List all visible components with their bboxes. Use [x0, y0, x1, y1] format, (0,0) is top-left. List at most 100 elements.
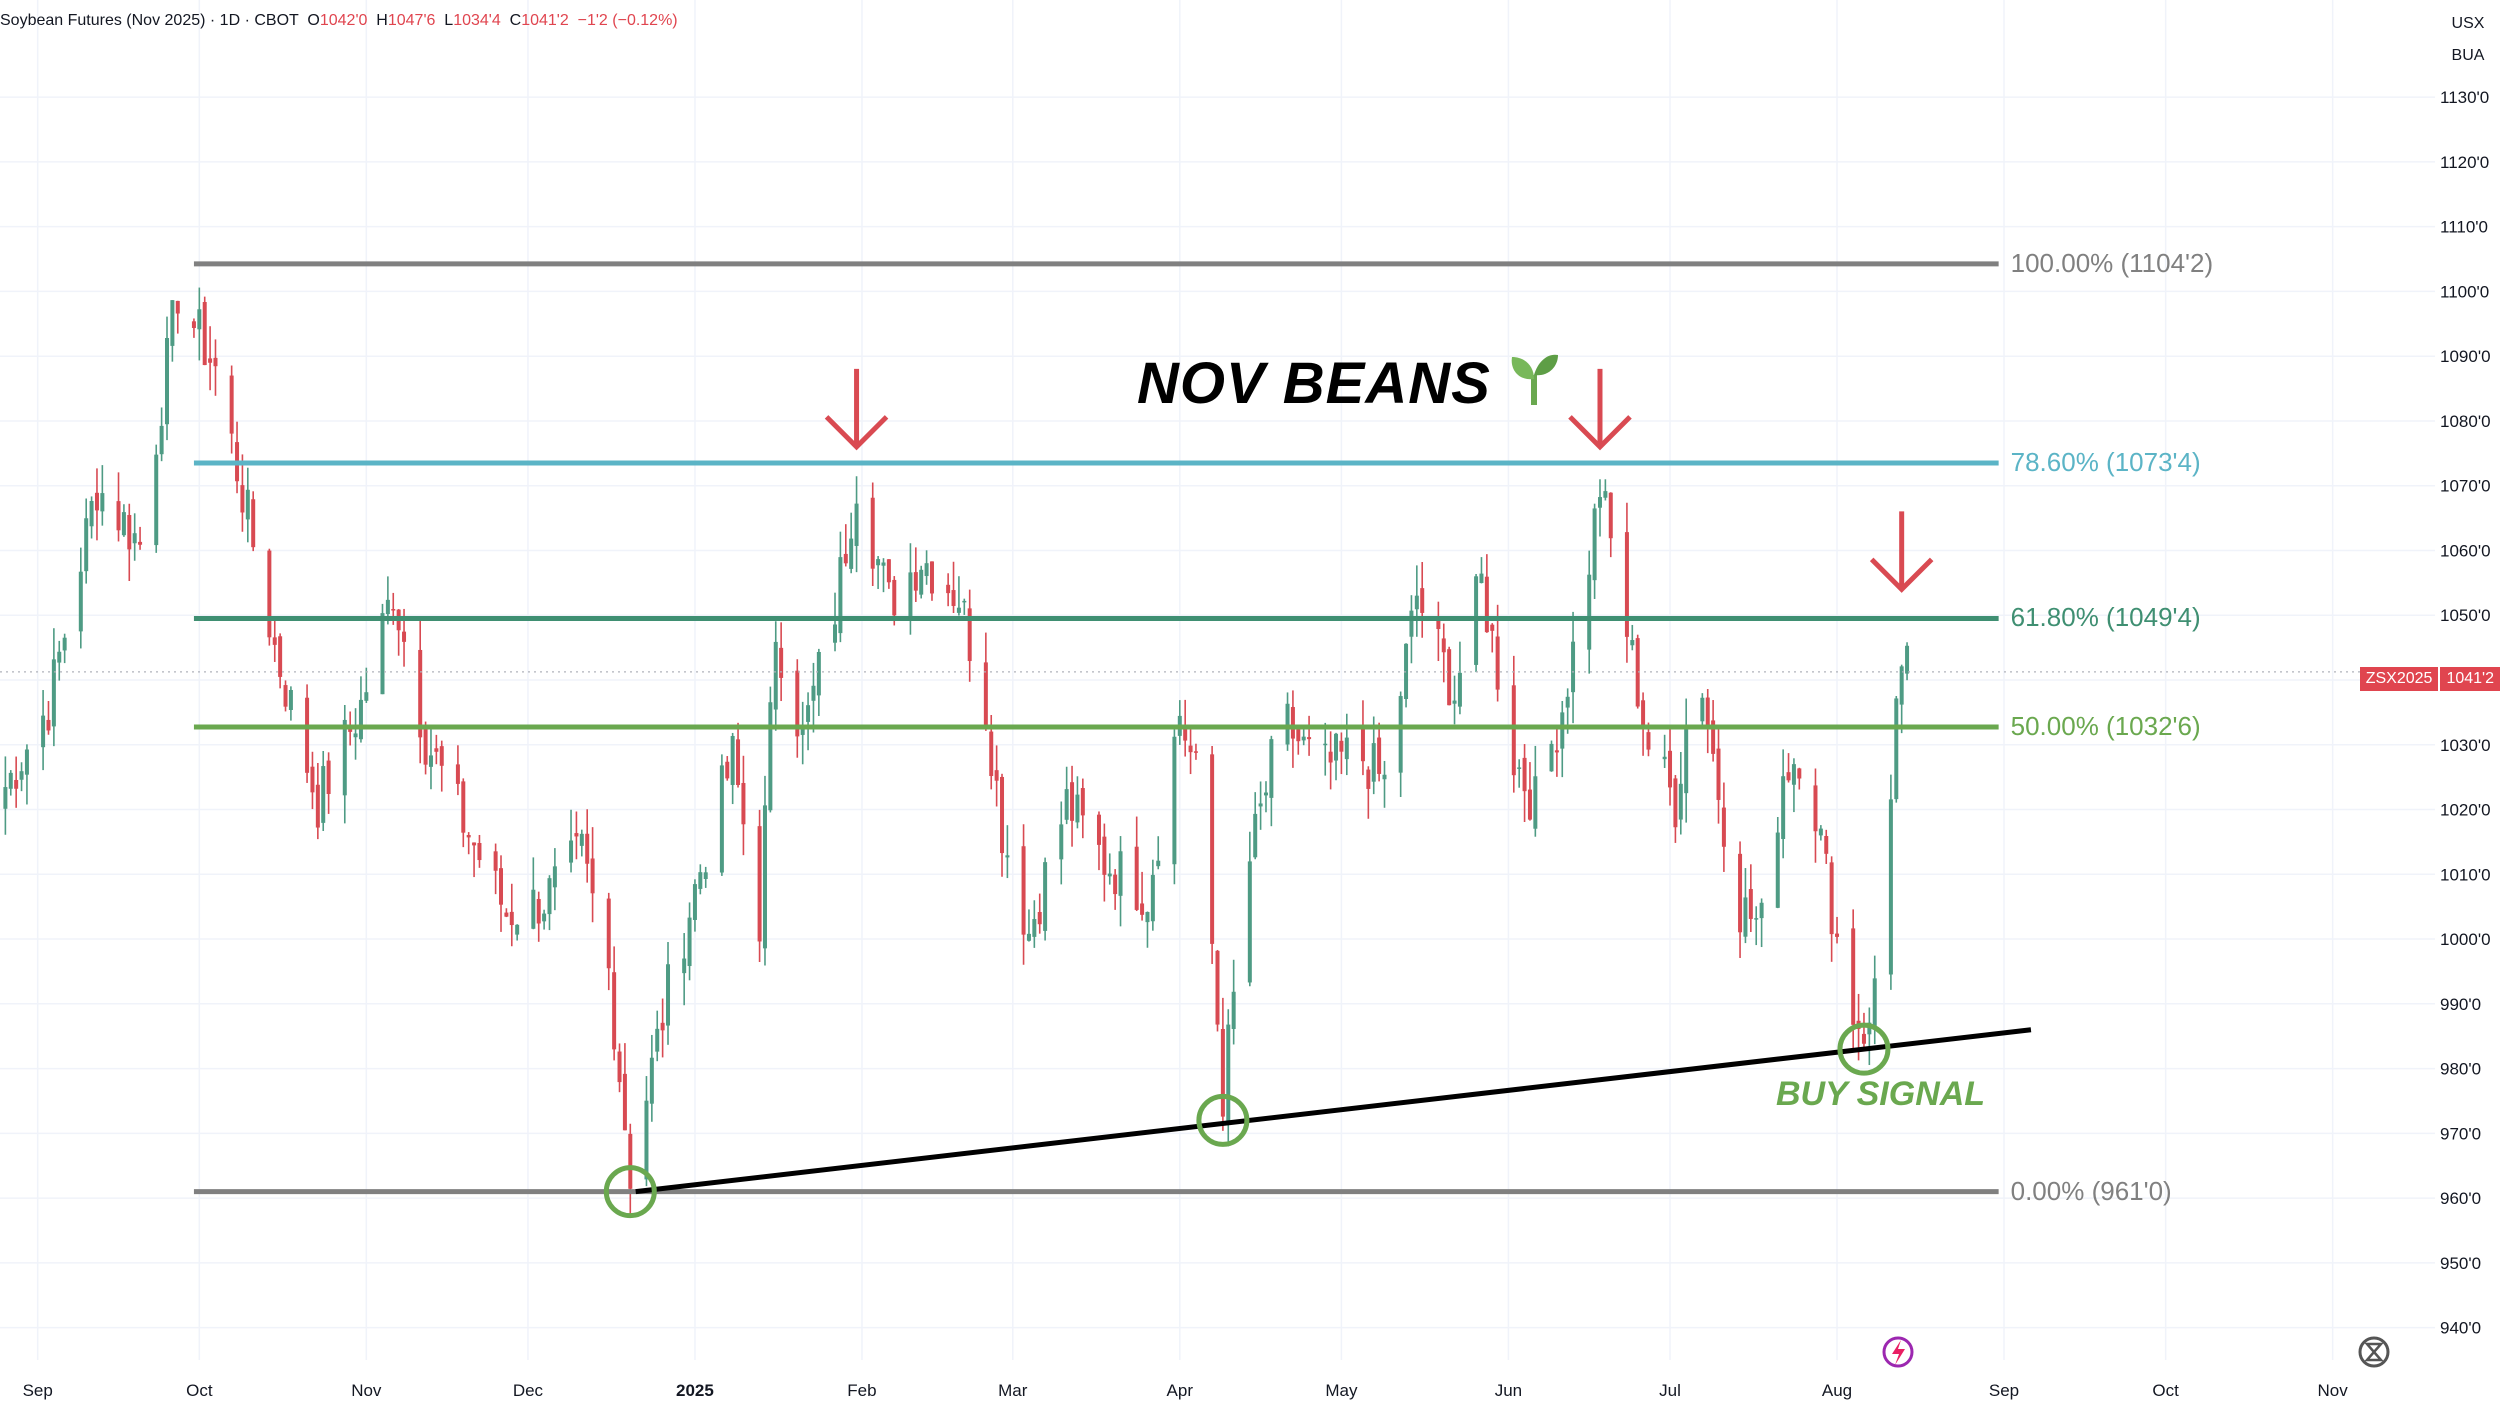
- time-axis: Sep Oct Nov Dec 2025 Feb Mar Apr May Jun Jul Aug Sep…: [23, 1381, 2349, 1400]
- candle-body: [838, 557, 843, 634]
- candle-body: [1193, 751, 1198, 753]
- candle-body: [51, 659, 56, 727]
- candle-body: [267, 550, 272, 638]
- candle-body: [1366, 769, 1371, 789]
- candle-body: [1490, 624, 1495, 631]
- candle-body: [590, 858, 595, 894]
- candle-body: [956, 607, 961, 613]
- candle-body: [240, 485, 245, 513]
- candle-body: [1334, 733, 1339, 761]
- candle-body: [499, 868, 504, 905]
- candle-body: [1452, 700, 1457, 704]
- fib-label: 78.60% (1073'4): [2010, 447, 2201, 478]
- candle-body: [423, 728, 428, 765]
- currency-unit-box[interactable]: USX BUA: [2438, 8, 2498, 72]
- candle-body: [1420, 588, 1425, 613]
- candle-body: [854, 503, 859, 546]
- candle-body: [736, 739, 741, 785]
- time-tick-label: Aug: [1822, 1381, 1852, 1400]
- candle-body: [1377, 737, 1382, 774]
- candle-body: [1571, 641, 1576, 693]
- time-tick-label: Nov: [351, 1381, 382, 1400]
- candle-body: [1231, 991, 1236, 1029]
- candle-body: [892, 579, 897, 616]
- candle-body: [1096, 814, 1101, 845]
- candle-body: [1102, 836, 1107, 875]
- candle-body: [800, 726, 805, 735]
- symbol-text[interactable]: Soybean Futures (Nov 2025) · 1D · CBOT: [0, 12, 299, 29]
- candle-body: [1748, 889, 1753, 919]
- candle-body: [1258, 803, 1263, 807]
- candle-body: [1738, 853, 1743, 933]
- candle-body: [229, 375, 234, 434]
- candle-body: [1064, 789, 1069, 820]
- candle-body: [741, 782, 746, 825]
- candle-body: [768, 702, 773, 811]
- candle-body: [1624, 532, 1629, 637]
- candle-body: [773, 641, 778, 710]
- time-tick-label: Jul: [1659, 1381, 1681, 1400]
- candle-body: [1145, 911, 1150, 923]
- candle-body: [757, 826, 762, 942]
- candle-body: [1043, 862, 1048, 931]
- candle-body: [1339, 740, 1344, 752]
- candle-body: [278, 636, 283, 677]
- close-key: C: [509, 12, 522, 29]
- candle-body: [402, 631, 407, 642]
- candle-body: [1447, 649, 1452, 706]
- candle-body: [542, 913, 547, 922]
- candle-body: [385, 599, 390, 615]
- candle-body: [1797, 768, 1802, 779]
- candle-body: [919, 569, 924, 595]
- time-tick-label: Sep: [23, 1381, 53, 1400]
- fib-retracement: [193, 261, 1999, 1195]
- candle-body: [1759, 902, 1764, 919]
- candle-body: [1059, 824, 1064, 860]
- time-tick-label: Apr: [1167, 1381, 1194, 1400]
- price-tick-label: 960'0: [2440, 1189, 2481, 1208]
- candle-body: [924, 563, 929, 577]
- currency-label[interactable]: USX: [2451, 15, 2485, 32]
- candle-body: [1818, 828, 1823, 836]
- candle-body: [1183, 724, 1188, 741]
- candle-body: [1441, 638, 1446, 653]
- candle-body: [364, 692, 369, 701]
- candle-body: [175, 300, 180, 314]
- candle-body: [1323, 743, 1328, 746]
- candle-body: [1894, 698, 1899, 800]
- candle-body: [1549, 743, 1554, 772]
- candle-body: [428, 755, 433, 767]
- unit-label[interactable]: BUA: [2451, 47, 2485, 64]
- candle-body: [536, 898, 541, 924]
- candle-body: [946, 584, 951, 594]
- candle-body: [989, 731, 994, 777]
- candle-body: [116, 501, 121, 531]
- candle-body: [358, 699, 363, 740]
- time-tick-label: Feb: [847, 1381, 876, 1400]
- support-trendline: [635, 1027, 2032, 1195]
- fib-label: 50.00% (1032'6): [2010, 710, 2201, 741]
- candle-body: [1716, 748, 1721, 800]
- price-tick-label: 1030'0: [2440, 736, 2491, 755]
- candle-body: [127, 514, 132, 550]
- candle-body: [687, 917, 692, 967]
- candle-body: [811, 685, 816, 701]
- candle-body: [876, 559, 881, 566]
- candle-body: [1775, 832, 1780, 908]
- candle-body: [1646, 732, 1651, 750]
- candle-body: [1000, 776, 1005, 854]
- seedling-icon: [1511, 354, 1558, 405]
- candle-body: [1678, 783, 1683, 820]
- candle-body: [1075, 794, 1080, 823]
- candle-body: [434, 748, 439, 752]
- candle-body: [138, 541, 143, 545]
- candle-body: [1037, 912, 1042, 925]
- candle-body: [1872, 978, 1877, 1026]
- candle-body: [504, 912, 509, 917]
- candle-body: [725, 761, 730, 779]
- candle-body: [391, 609, 396, 611]
- candle-body: [622, 1073, 627, 1131]
- candle-body: [1721, 807, 1726, 847]
- time-tick-label: Sep: [1989, 1381, 2019, 1400]
